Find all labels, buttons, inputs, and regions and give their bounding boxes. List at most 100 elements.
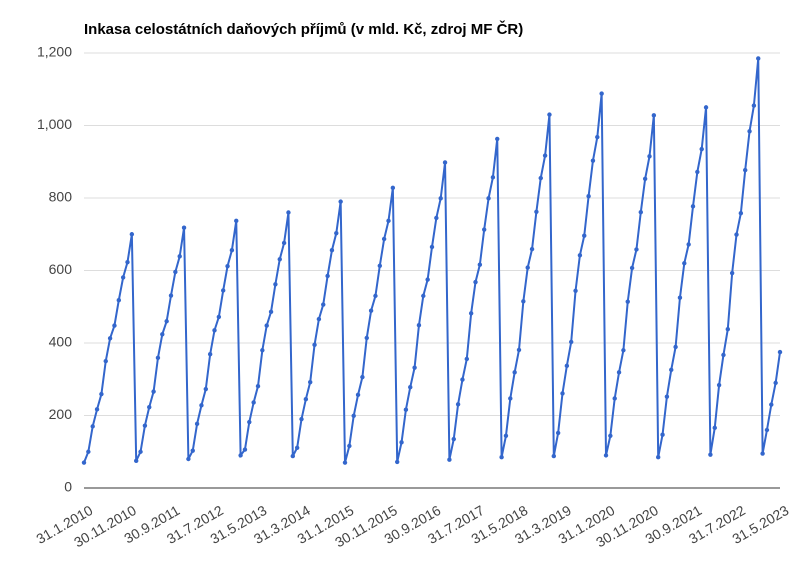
point	[334, 230, 339, 236]
point	[168, 293, 174, 298]
point	[525, 265, 530, 270]
point	[286, 210, 291, 215]
point	[777, 349, 783, 355]
point	[682, 261, 687, 266]
y-tick-label: 800	[49, 189, 73, 205]
point	[438, 196, 443, 201]
point	[473, 279, 478, 285]
point	[221, 288, 226, 293]
point	[299, 416, 304, 422]
point	[181, 225, 187, 230]
y-tick-label: 1,200	[37, 44, 72, 60]
point	[116, 298, 122, 303]
point	[355, 392, 361, 398]
point	[338, 199, 343, 204]
point	[743, 167, 748, 173]
point	[495, 136, 500, 142]
point	[255, 383, 261, 389]
point	[364, 335, 369, 341]
point	[312, 342, 317, 348]
point	[260, 348, 265, 353]
point	[151, 389, 156, 394]
point	[86, 449, 91, 454]
point	[129, 232, 135, 237]
point	[351, 413, 356, 419]
point	[421, 293, 426, 299]
point	[734, 232, 739, 237]
point	[769, 402, 774, 407]
point	[247, 419, 252, 425]
point	[729, 270, 735, 276]
point	[442, 160, 448, 165]
point	[712, 425, 717, 431]
point	[234, 218, 239, 224]
point	[695, 169, 700, 175]
point	[708, 452, 713, 457]
point	[690, 204, 696, 209]
point	[638, 209, 643, 215]
point	[625, 299, 630, 304]
point	[112, 323, 117, 328]
point	[747, 129, 752, 134]
point	[499, 454, 504, 460]
point	[564, 363, 570, 369]
point	[716, 382, 722, 388]
point	[595, 134, 600, 140]
point	[399, 440, 404, 445]
point	[238, 453, 243, 458]
point	[94, 407, 100, 412]
point	[703, 105, 709, 110]
point	[381, 236, 387, 242]
point	[99, 391, 104, 397]
point	[242, 447, 248, 452]
point	[120, 275, 126, 280]
point	[203, 386, 208, 392]
point	[177, 254, 182, 259]
point	[634, 247, 639, 252]
point	[547, 112, 552, 117]
y-tick-label: 600	[49, 261, 73, 277]
point	[103, 358, 108, 364]
y-tick-label: 400	[49, 334, 73, 350]
point	[508, 396, 513, 401]
point	[190, 448, 195, 453]
point	[212, 328, 217, 333]
point	[721, 352, 726, 358]
point	[290, 453, 295, 459]
point	[529, 246, 535, 252]
point	[229, 248, 235, 253]
point	[425, 277, 430, 282]
point	[451, 436, 456, 442]
point	[569, 339, 574, 345]
point	[273, 282, 278, 287]
point	[173, 269, 178, 275]
point	[416, 323, 422, 328]
y-tick-label: 0	[64, 479, 72, 495]
point	[582, 233, 587, 238]
y-tick-label: 200	[49, 406, 73, 422]
point	[521, 299, 526, 304]
point	[534, 209, 539, 214]
point	[512, 370, 517, 375]
point	[616, 370, 622, 375]
point	[760, 451, 765, 456]
point	[429, 244, 435, 250]
point	[586, 193, 591, 199]
point	[686, 242, 691, 247]
point	[621, 348, 626, 353]
point	[277, 257, 282, 262]
point	[281, 240, 287, 246]
point	[542, 153, 548, 158]
point	[656, 454, 661, 460]
point	[486, 196, 491, 201]
point	[608, 433, 613, 438]
point	[603, 453, 609, 458]
line	[83, 58, 781, 463]
point	[551, 453, 556, 459]
point	[408, 385, 413, 390]
point	[403, 407, 409, 412]
point	[642, 176, 648, 181]
point	[725, 327, 730, 332]
point	[321, 302, 326, 307]
